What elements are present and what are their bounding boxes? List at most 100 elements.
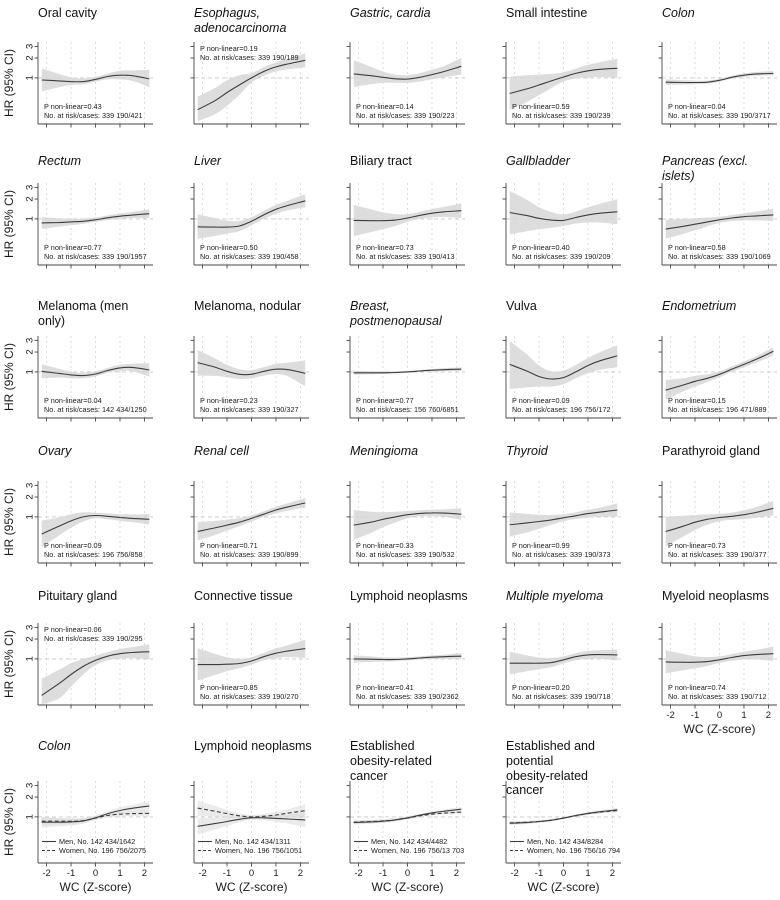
ci-band	[353, 367, 462, 375]
annotation-p-nonlinear: P non-linear=0.09	[512, 396, 570, 405]
plot-myeloid-neoplasms: -2 -1 0 1 2 WC (Z-score) P non-linear=0.74No. …	[658, 623, 777, 736]
y-axis-label: HR (95% CI)	[2, 49, 16, 117]
panel-lymphoid-neoplasms: Lymphoid neoplasms P non-linear=0.41 No. a…	[312, 583, 468, 713]
panel-title: Biliary tract	[350, 154, 412, 168]
x-tick-label: -1	[67, 868, 75, 879]
hr-curve-women	[41, 812, 150, 822]
annotation-p-nonlinear: P non-linear=0.04	[44, 396, 102, 405]
annotation-p-nonlinear: P non-linear=0.20	[512, 683, 570, 692]
panel-gallbladder: Gallbladder P non-linear=0.40 No. at risk/…	[468, 148, 624, 273]
plot-established-potential-obesity-related: -2 -1 0 1 2 WC (Z-score) Men, No. 142 434/8284…	[502, 781, 621, 894]
y-tick-label: 1	[24, 656, 35, 661]
hr-curve	[353, 65, 462, 80]
x-tick-label: -2	[354, 868, 362, 879]
panel-title: Lymphoid neoplasms	[350, 589, 468, 603]
x-axis-label: WC (Z-score)	[528, 880, 600, 894]
ci-band	[197, 194, 306, 239]
hr-curve	[665, 72, 774, 84]
panel-title: Connective tissue	[194, 589, 293, 603]
hr-curve	[197, 502, 306, 533]
y-axis-label: HR (95% CI)	[2, 190, 16, 258]
x-tick-label: 1	[741, 710, 746, 721]
annotation-risk-cases: No. at risk/cases: 339 190/223	[356, 111, 455, 120]
y-tick-label: 2	[25, 636, 36, 641]
y-tick-label: 3	[25, 185, 36, 190]
y-axis-label: HR (95% CI)	[2, 488, 16, 556]
annotation-p-nonlinear: P non-linear=0.99	[512, 541, 570, 550]
x-tick-label: 2	[766, 710, 771, 721]
y-tick-label: 3	[25, 625, 36, 630]
x-tick-label: 2	[610, 868, 615, 879]
ci-band	[41, 363, 150, 379]
plot-colon-by-sex: 1 2 3 -2 -1 0 1 2 HR (95% CI) WC (Z-score) Men, No…	[2, 781, 153, 894]
x-tick-label: -2	[666, 710, 674, 721]
x-tick-label: -2	[42, 868, 50, 879]
hr-curve	[665, 350, 774, 391]
ci-band	[353, 203, 462, 236]
annotation-risk-cases: No. at risk/cases: 196 756/172	[512, 405, 611, 414]
ci-band	[509, 58, 618, 110]
annotation-p-nonlinear: P non-linear=0.19	[200, 44, 258, 53]
ci-band	[197, 53, 306, 122]
x-axis-label: WC (Z-score)	[684, 722, 756, 736]
y-tick-label: 2	[25, 55, 36, 60]
annotation-risk-cases: No. at risk/cases: 339 190/377	[668, 550, 767, 559]
figure-row: Colon 1 2 3 -2 -1 0 1 2 HR (95% CI) WC (Z-score) Me…	[0, 733, 780, 900]
y-tick-label: 1	[24, 216, 35, 221]
panel-melanoma-nodular: Melanoma, nodular P non-linear=0.23 No. at…	[156, 293, 312, 426]
ci-band	[197, 498, 306, 541]
annotation-risk-cases: No. at risk/cases: 339 190/899	[200, 550, 299, 559]
x-tick-label: 2	[298, 868, 303, 879]
annotation-p-nonlinear: P non-linear=0.73	[356, 243, 414, 252]
panel-esophagus-adenocarcinoma: Esophagus, adenocarcinoma P non-linear=0.…	[156, 0, 312, 132]
ci-band	[353, 508, 462, 540]
annotation-p-nonlinear: P non-linear=0.06	[44, 625, 102, 634]
panel-title: Liver	[194, 154, 222, 168]
annotation-p-nonlinear: P non-linear=0.41	[356, 683, 414, 692]
panel-title: Melanoma, nodular	[194, 299, 302, 313]
hr-curve-women	[509, 809, 618, 824]
hr-curve	[353, 655, 462, 661]
panel-melanoma-men-only: Melanoma (men only) 1 2 3 HR (95% CI) P non-l…	[0, 293, 156, 426]
figure-row: Pituitary gland 1 2 3 HR (95% CI) P non-linea…	[0, 583, 780, 736]
y-tick-label: 2	[25, 196, 36, 201]
panel-title: Vulva	[506, 299, 537, 313]
hr-curve	[509, 355, 618, 380]
panel-breast-postmenopausal: Breast, postmenopausal P non-linear=0.77 N…	[312, 293, 468, 426]
panel-title: Myeloid neoplasms	[662, 589, 769, 603]
annotation-risk-cases: No. at risk/cases: 339 190/209	[512, 252, 611, 261]
panel-parathyroid-gland: Parathyroid gland P non-linear=0.73 No. at…	[624, 438, 780, 571]
hr-curve	[197, 362, 306, 376]
x-tick-label: -1	[535, 868, 543, 879]
hr-curve	[41, 213, 150, 224]
x-tick-label: 2	[454, 868, 459, 879]
hr-curve	[509, 509, 618, 526]
annotation-risk-cases: No. at risk/cases: 339 190/421	[44, 111, 143, 120]
ci-band	[41, 209, 150, 230]
ci-band	[509, 649, 618, 675]
x-tick-label: -2	[198, 868, 206, 879]
figure-row: Rectum 1 2 3 HR (95% CI) P non-linear=0.77 No.…	[0, 148, 780, 293]
annotation-risk-cases: No. at risk/cases: 339 190/2362	[356, 692, 459, 701]
hr-curve-men	[197, 817, 306, 827]
legend-label-men: Men, No. 142 434/8284	[527, 837, 603, 846]
panel-title: Melanoma (men only)	[38, 299, 129, 328]
hr-curve	[509, 211, 618, 222]
figure-row: Melanoma (men only) 1 2 3 HR (95% CI) P non-l…	[0, 293, 780, 438]
panel-title: Thyroid	[506, 444, 548, 458]
ci-band	[665, 500, 774, 547]
